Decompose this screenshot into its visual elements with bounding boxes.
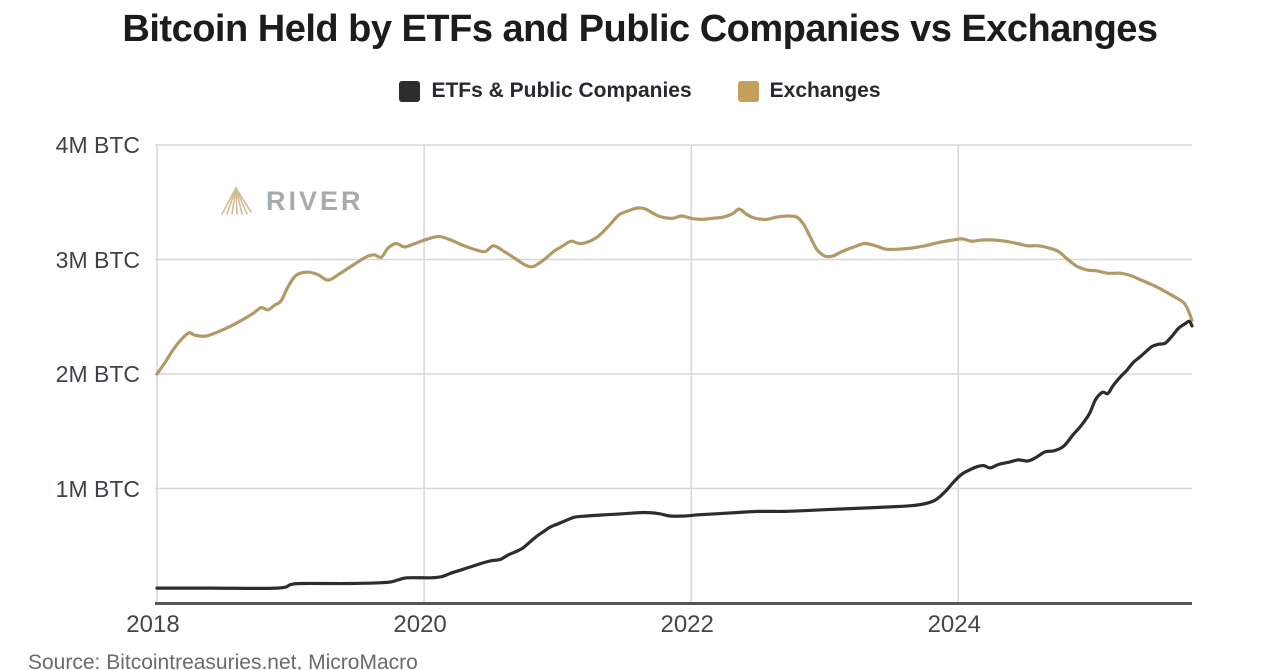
legend: ETFs & Public Companies Exchanges — [0, 79, 1280, 103]
legend-label: ETFs & Public Companies — [431, 79, 692, 102]
chart-title: Bitcoin Held by ETFs and Public Companie… — [122, 8, 1158, 50]
source-note: Source: Bitcointreasuries.net, MicroMacr… — [28, 651, 418, 670]
series-line-etfs-public-companies — [155, 319, 1194, 590]
y-axis-tick-label: 4M BTC — [55, 132, 140, 158]
x-axis-tick-label: 2024 — [927, 611, 981, 638]
river-watermark: RIVER — [219, 185, 364, 217]
x-axis-tick-label: 2022 — [660, 611, 714, 638]
legend-swatch-icon — [399, 80, 421, 102]
watermark-text: RIVER — [266, 185, 364, 216]
x-axis-tick-label: 2020 — [393, 611, 447, 638]
y-axis-tick-label: 1M BTC — [55, 475, 140, 502]
y-axis-tick-label: 2M BTC — [55, 361, 140, 387]
x-axis-tick-label: 2018 — [126, 611, 180, 638]
river-logo-icon — [221, 187, 252, 215]
legend-label: Exchanges — [769, 79, 881, 102]
series-line-exchanges — [155, 206, 1194, 376]
legend-swatch-icon — [737, 80, 759, 102]
legend-item: Exchanges — [737, 79, 881, 103]
legend-item: ETFs & Public Companies — [399, 79, 692, 103]
y-axis-tick-label: 3M BTC — [55, 246, 140, 273]
